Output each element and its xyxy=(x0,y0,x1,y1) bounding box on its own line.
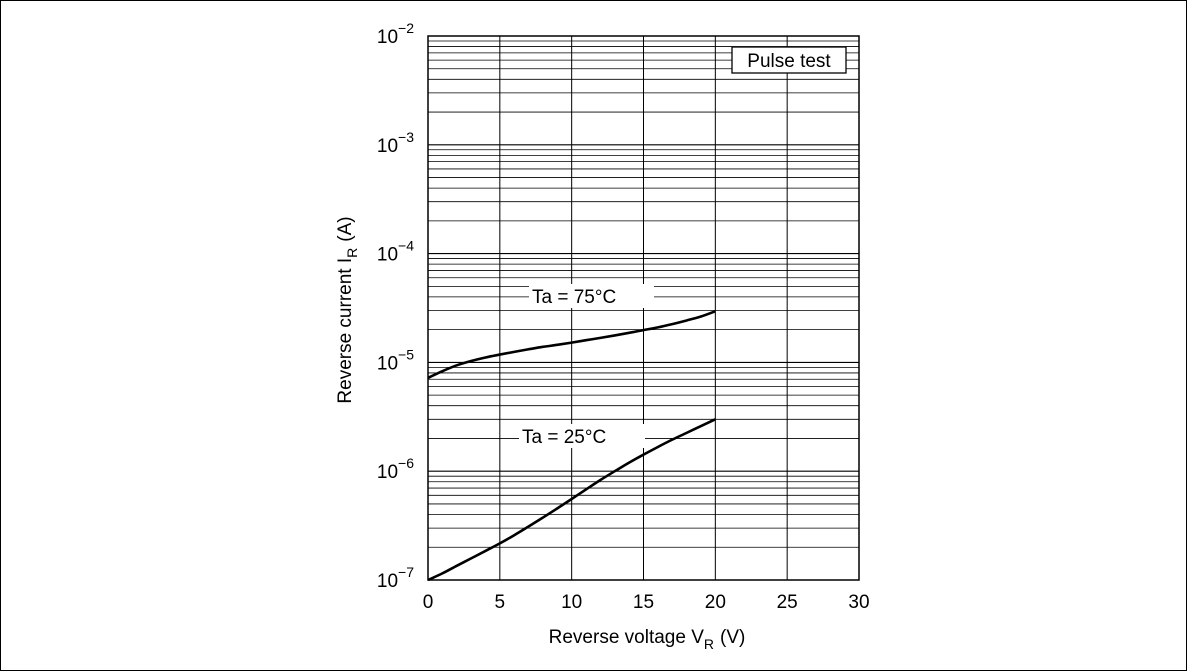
y-axis-label-sub: R xyxy=(344,248,360,258)
pulse-test-box xyxy=(731,46,847,74)
y-tick-label: 10−6 xyxy=(377,455,414,483)
series-label-25: Ta = 25°C xyxy=(522,427,606,448)
series-label-bg-25 xyxy=(519,424,645,448)
series-layer xyxy=(427,310,716,582)
plot-border xyxy=(427,35,860,581)
grid xyxy=(428,36,859,580)
y-tick-label: 10−5 xyxy=(377,346,414,374)
x-tick-label: 15 xyxy=(633,592,654,613)
y-tick-label: 10−7 xyxy=(377,564,414,592)
x-axis-label: Reverse voltage VR (V) xyxy=(549,627,746,652)
series-label-75: Ta = 75°C xyxy=(532,287,616,308)
x-axis-label-sub: R xyxy=(704,636,714,652)
ticks: 0 5 10 15 20 25 30 10−7 10−6 10−5 10−4 10−3 10−2 xyxy=(377,20,870,613)
y-axis-label-main: Reverse current I xyxy=(335,258,356,404)
y-tick-label: 10−3 xyxy=(377,129,414,157)
x-tick-label: 10 xyxy=(561,592,582,613)
x-axis-label-main: Reverse voltage V xyxy=(549,627,705,648)
x-tick-label: 30 xyxy=(848,592,869,613)
x-tick-label: 25 xyxy=(777,592,798,613)
y-axis-label: Reverse current IR (A) xyxy=(335,216,360,403)
x-tick-label: 20 xyxy=(705,592,726,613)
y-tick-label: 10−2 xyxy=(377,20,414,48)
series-line-ta-75c xyxy=(427,310,716,380)
x-tick-label: 0 xyxy=(423,592,434,613)
series-line-ta-25c xyxy=(427,418,716,582)
series-label-bg-75 xyxy=(529,284,654,308)
y-axis-label-unit: (A) xyxy=(335,216,356,241)
pulse-test-label: Pulse test xyxy=(747,51,831,72)
x-tick-label: 5 xyxy=(495,592,506,613)
x-axis-label-unit: (V) xyxy=(720,627,745,648)
y-tick-label: 10−4 xyxy=(377,238,414,266)
